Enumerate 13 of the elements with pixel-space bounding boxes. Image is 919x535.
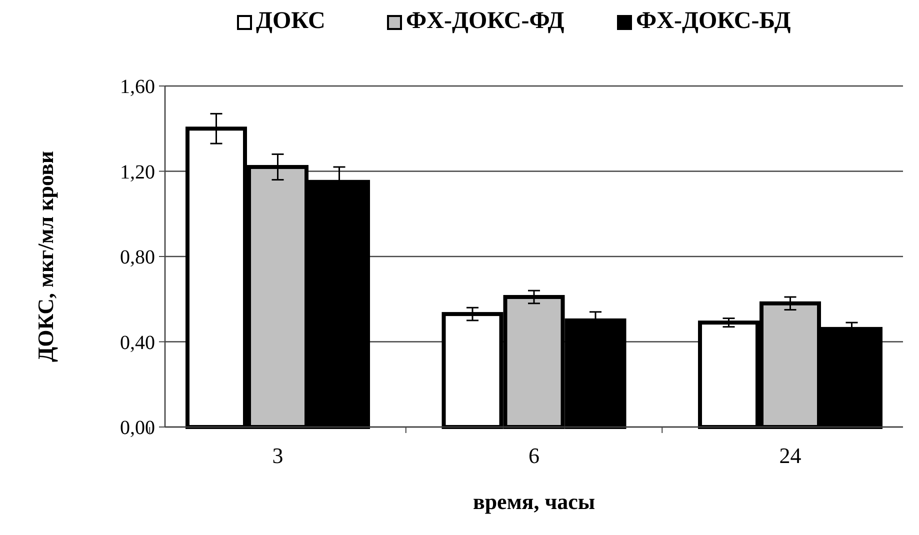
y-tick-label: 1,60 [120,76,155,98]
x-tick-label: 3 [272,443,284,468]
legend-label: ФХ-ДОКС-БД [636,8,792,34]
y-axis-title: ДОКС, мкг/мл крови [33,150,58,362]
x-tick-label: 24 [779,443,802,468]
y-tick-label: 0,80 [120,246,155,268]
legend-label: ФХ-ДОКС-ФД [406,8,565,34]
x-tick-label: 6 [528,443,540,468]
y-tick-label: 0,00 [120,417,155,439]
x-axis-title: время, часы [472,489,596,514]
y-tick-label: 0,40 [120,332,155,354]
legend-label: ДОКС [256,8,326,34]
y-tick-label: 1,20 [120,161,155,184]
